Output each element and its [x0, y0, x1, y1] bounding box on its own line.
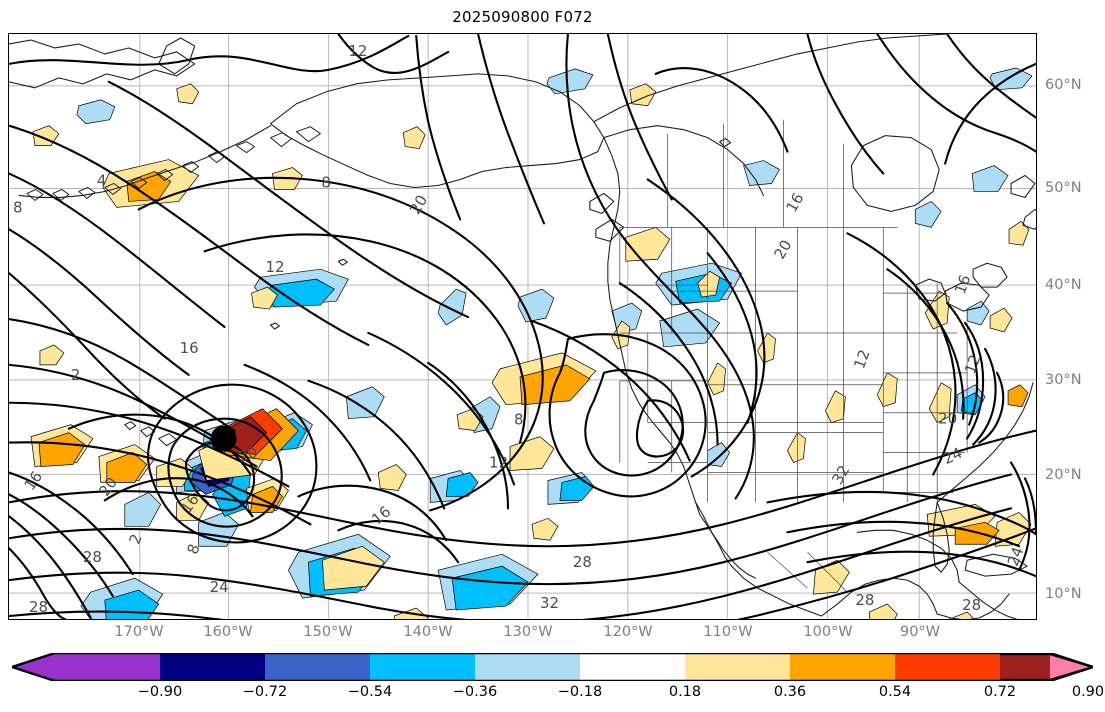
svg-text:8: 8	[321, 173, 331, 191]
colorbar-seg-5	[475, 653, 580, 681]
colorbar-seg-9	[895, 653, 1000, 681]
lat-tick-20n: 20°N	[1045, 467, 1082, 483]
svg-text:4: 4	[97, 171, 107, 189]
svg-text:16: 16	[951, 272, 974, 296]
coastlines	[9, 34, 1036, 619]
lon-tick-140w: 140°W	[403, 624, 453, 640]
colorbar-extend-max	[1050, 653, 1093, 681]
svg-text:12: 12	[348, 42, 367, 60]
colorbar-seg-1	[55, 653, 160, 681]
svg-text:20: 20	[236, 443, 260, 466]
lat-tick-40n: 40°N	[1045, 277, 1082, 293]
colorbar-tick-label-10: 0.90	[1071, 684, 1105, 700]
svg-text:28: 28	[962, 596, 981, 614]
svg-text:28: 28	[83, 548, 102, 566]
map-graphic: 12 4 8 20 8 12 16 2 8 12 20 16 20 16 16 …	[9, 34, 1036, 619]
svg-text:2: 2	[71, 366, 81, 384]
colorbar-tick-label-7: 0.36	[773, 684, 807, 700]
colorbar-seg-7	[685, 653, 790, 681]
lon-tick-160w: 160°W	[203, 624, 253, 640]
lon-tick-100w: 100°W	[803, 624, 853, 640]
lon-tick-130w: 130°W	[503, 624, 553, 640]
svg-text:12: 12	[850, 347, 873, 371]
colorbar-tick-label-9: 0.72	[983, 684, 1017, 700]
svg-text:16: 16	[180, 339, 199, 357]
lon-tick-170w: 170°W	[114, 624, 164, 640]
colorbar[interactable]	[12, 653, 1093, 681]
lon-tick-120w: 120°W	[603, 624, 653, 640]
svg-text:24: 24	[210, 578, 229, 596]
svg-text:32: 32	[540, 594, 559, 612]
lat-tick-30n: 30°N	[1045, 372, 1082, 388]
colorbar-seg-4	[370, 653, 475, 681]
lon-tick-150w: 150°W	[303, 624, 353, 640]
colorbar-tick-label-1: −0.90	[137, 684, 183, 700]
shaded-anomaly-field	[30, 67, 1033, 619]
colorbar-tick-label-4: −0.36	[452, 684, 498, 700]
map-gridlines	[9, 34, 1036, 619]
svg-text:8: 8	[514, 411, 524, 429]
colorbar-tick-label-6: 0.18	[668, 684, 702, 700]
svg-text:12: 12	[266, 258, 285, 276]
lat-tick-10n: 10°N	[1045, 586, 1082, 602]
svg-text:8: 8	[13, 198, 23, 216]
svg-text:12: 12	[489, 454, 508, 472]
svg-text:28: 28	[855, 591, 874, 609]
map-plot-area[interactable]: 12 4 8 20 8 12 16 2 8 12 20 16 20 16 16 …	[8, 33, 1037, 620]
colorbar-seg-10	[1000, 653, 1050, 681]
lat-tick-60n: 60°N	[1045, 77, 1082, 93]
lon-tick-90w: 90°W	[899, 624, 941, 640]
colorbar-seg-2	[160, 653, 265, 681]
svg-text:20: 20	[938, 410, 957, 428]
lon-tick-110w: 110°W	[703, 624, 753, 640]
cyclone-center-marker[interactable]	[210, 425, 237, 452]
colorbar-tick-label-3: −0.54	[347, 684, 393, 700]
colorbar-seg-8	[790, 653, 895, 681]
colorbar-tick-label-2: −0.72	[242, 684, 288, 700]
lat-tick-50n: 50°N	[1045, 180, 1082, 196]
svg-text:12: 12	[961, 352, 984, 376]
svg-text:24: 24	[1004, 545, 1027, 569]
svg-text:28: 28	[29, 598, 48, 616]
colorbar-tick-label-8: 0.54	[878, 684, 912, 700]
svg-text:28: 28	[573, 553, 592, 571]
colorbar-seg-6	[580, 653, 685, 681]
colorbar-extend-min	[12, 653, 55, 681]
colorbar-seg-3	[265, 653, 370, 681]
colorbar-segments	[12, 653, 1093, 681]
colorbar-tick-label-5: −0.18	[557, 684, 603, 700]
page-title: 2025090800 F072	[452, 8, 593, 26]
colorbar-graphic	[12, 653, 1093, 681]
